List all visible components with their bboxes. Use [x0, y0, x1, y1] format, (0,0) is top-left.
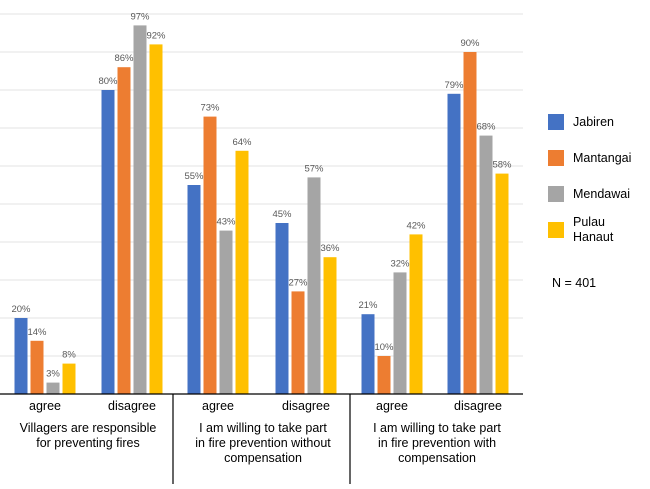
legend-swatch	[548, 114, 564, 130]
data-label: 79%	[444, 80, 464, 91]
data-label: 43%	[216, 217, 236, 228]
legend-label: Mantangai	[573, 151, 631, 165]
data-label: 32%	[390, 258, 410, 269]
bar-pulau-hanaut	[62, 363, 76, 394]
bar-pulau-hanaut	[235, 150, 249, 394]
data-label: 36%	[320, 243, 340, 254]
bar-mantangai	[463, 52, 477, 394]
group-label: in fire prevention with	[378, 436, 496, 450]
bar-mendawai	[219, 230, 233, 394]
bar-pulau-hanaut	[149, 44, 163, 395]
bar-mantangai	[377, 356, 391, 394]
bar-pulau-hanaut	[323, 257, 337, 394]
group-label: I am willing to take part	[373, 421, 501, 435]
bar-jabiren	[361, 314, 375, 394]
data-label: 14%	[27, 327, 47, 338]
bar-jabiren	[275, 223, 289, 394]
data-label: 64%	[232, 137, 252, 148]
data-label: 45%	[272, 209, 292, 220]
bar-pulau-hanaut	[495, 173, 509, 394]
bar-jabiren	[187, 185, 201, 394]
category-label: agree	[376, 399, 408, 413]
legend-label: Hanaut	[573, 230, 614, 244]
data-label: 57%	[304, 163, 324, 174]
legend-swatch	[548, 222, 564, 238]
group-label: compensation	[224, 451, 302, 465]
bar-mendawai	[133, 25, 147, 395]
category-label: agree	[29, 399, 61, 413]
bar-mendawai	[307, 177, 321, 394]
group-label: in fire prevention without	[195, 436, 331, 450]
data-label: 20%	[11, 304, 31, 315]
bar-jabiren	[14, 318, 28, 394]
category-label: disagree	[454, 399, 502, 413]
data-label: 86%	[114, 53, 134, 64]
group-label: for preventing fires	[36, 436, 140, 450]
bar-jabiren	[101, 90, 115, 394]
legend-swatch	[548, 186, 564, 202]
group-label: I am willing to take part	[199, 421, 327, 435]
data-label: 58%	[492, 160, 512, 171]
bar-mantangai	[117, 67, 131, 394]
group-label: Villagers are responsible	[20, 421, 157, 435]
data-label: 80%	[98, 76, 118, 87]
data-label: 90%	[460, 38, 480, 49]
legend-label: Jabiren	[573, 115, 614, 129]
bar-mendawai	[46, 382, 60, 394]
bar-mantangai	[30, 340, 44, 394]
data-label: 68%	[476, 122, 496, 133]
data-label: 8%	[62, 350, 76, 361]
data-label: 55%	[184, 171, 204, 182]
data-label: 21%	[358, 300, 378, 311]
data-label: 10%	[374, 342, 394, 353]
data-label: 3%	[46, 369, 60, 380]
data-label: 27%	[288, 277, 308, 288]
bar-mantangai	[203, 116, 217, 394]
bar-mendawai	[479, 135, 493, 394]
bar-mantangai	[291, 291, 305, 394]
legend-label: Mendawai	[573, 187, 630, 201]
category-label: disagree	[282, 399, 330, 413]
category-label: agree	[202, 399, 234, 413]
group-label: compensation	[398, 451, 476, 465]
category-label: disagree	[108, 399, 156, 413]
data-label: 97%	[130, 11, 150, 22]
sample-size-annotation: N = 401	[552, 276, 596, 290]
data-label: 92%	[146, 30, 166, 41]
legend-swatch	[548, 150, 564, 166]
data-label: 73%	[200, 103, 220, 114]
bar-pulau-hanaut	[409, 234, 423, 394]
bar-mendawai	[393, 272, 407, 394]
data-label: 42%	[406, 220, 426, 231]
legend-label: Pulau	[573, 215, 605, 229]
bar-jabiren	[447, 93, 461, 395]
